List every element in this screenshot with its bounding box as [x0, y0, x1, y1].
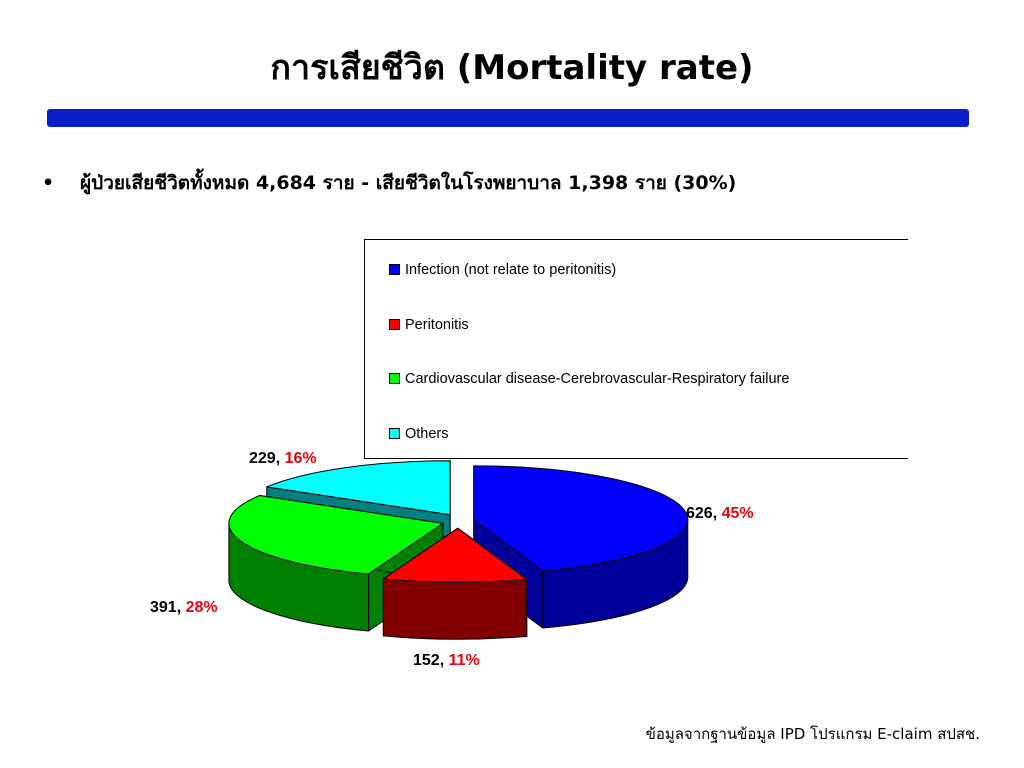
- data-label-percent-peritonitis: 11%: [448, 652, 480, 669]
- data-label-value-cardiovascular: 391: [150, 599, 177, 616]
- bullet-icon: •: [42, 172, 55, 194]
- bullet-text: ผู้ป่วยเสียชีวิตทั้งหมด 4,684 ราย - เสีย…: [80, 172, 737, 194]
- legend-label-others: Others: [405, 426, 449, 442]
- data-source-note: ข้อมูลจากฐานข้อมูล IPD โปรแกรม E-claim ส…: [645, 725, 980, 743]
- legend-item-others: Others: [389, 426, 449, 442]
- slide-title: การเสียชีวิต (Mortality rate): [270, 48, 754, 88]
- title-underline-bar: [47, 109, 969, 127]
- summary-bullet: • ผู้ป่วยเสียชีวิตทั้งหมด 4,684 ราย - เสี…: [42, 168, 1002, 198]
- legend-swatch-others: [389, 427, 400, 439]
- legend-swatch-peritonitis: [389, 318, 400, 330]
- data-label-cardiovascular: 391, 28%: [150, 599, 218, 616]
- data-label-percent-infection: 45%: [721, 505, 754, 522]
- legend-label-infection: Infection (not relate to peritonitis): [405, 262, 617, 278]
- data-label-others: 229, 16%: [249, 450, 317, 467]
- data-label-peritonitis: 152, 11%: [413, 652, 480, 669]
- data-label-infection: 626, 45%: [686, 505, 754, 522]
- legend-label-cardiovascular: Cardiovascular disease-Cerebrovascular-R…: [405, 371, 790, 387]
- legend-item-peritonitis: Peritonitis: [389, 317, 469, 333]
- pie-slice-peritonitis: [382, 527, 528, 640]
- data-label-percent-others: 16%: [284, 450, 317, 467]
- legend-swatch-infection: [389, 263, 400, 275]
- legend-item-infection: Infection (not relate to peritonitis): [389, 262, 616, 278]
- data-label-value-infection: 626: [686, 505, 713, 522]
- data-label-value-others: 229: [249, 450, 276, 467]
- chart-legend: Infection (not relate to peritonitis) Pe…: [364, 239, 908, 459]
- legend-label-peritonitis: Peritonitis: [405, 317, 469, 333]
- legend-swatch-cardiovascular: [389, 372, 400, 384]
- legend-item-cardiovascular: Cardiovascular disease-Cerebrovascular-R…: [389, 371, 789, 387]
- data-label-percent-cardiovascular: 28%: [185, 599, 218, 616]
- data-label-value-peritonitis: 152: [413, 652, 440, 669]
